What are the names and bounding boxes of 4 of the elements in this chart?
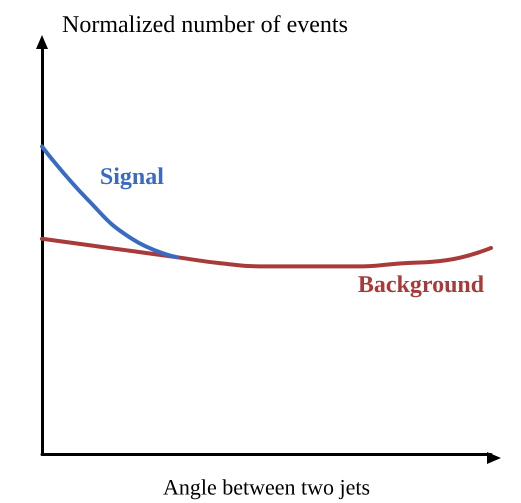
series-label: Background: [358, 272, 485, 298]
series-label: Signal: [100, 164, 164, 190]
x-axis-title: Angle between two jets: [162, 474, 370, 500]
y-axis-title: Normalized number of events: [62, 12, 348, 38]
